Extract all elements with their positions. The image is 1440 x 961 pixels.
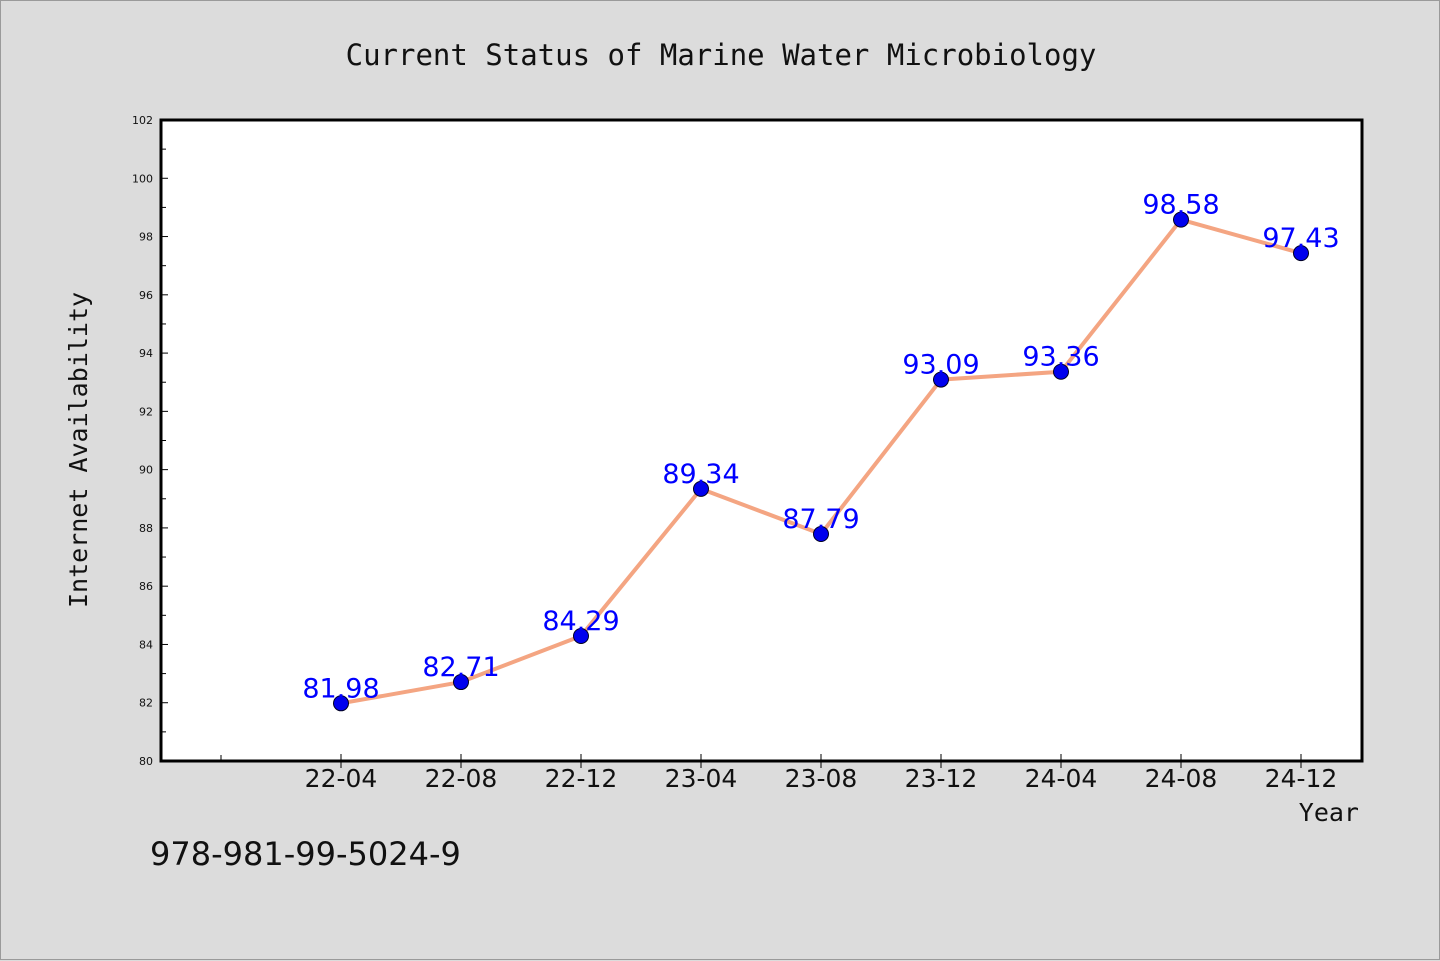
x-tick-label: 22-04 (305, 764, 378, 793)
y-tick-label: 94 (139, 347, 153, 360)
y-tick-label: 96 (139, 289, 153, 302)
y-axis-label: Internet Availability (64, 292, 93, 608)
x-tick-label: 24-08 (1145, 764, 1218, 793)
data-label: 89.34 (662, 459, 739, 490)
x-axis-label: Year (1299, 798, 1359, 827)
data-point (1173, 211, 1189, 228)
data-label: 98.58 (1142, 190, 1219, 221)
chart-title: Current Status of Marine Water Microbiol… (346, 38, 1097, 72)
data-point (333, 695, 349, 712)
data-label: 93.09 (902, 350, 979, 381)
data-point (1293, 245, 1309, 262)
y-axis: 80 82 84 86 88 90 92 94 96 98 100 102 (132, 114, 168, 768)
data-label: 81.98 (302, 673, 379, 704)
data-label: 97.43 (1262, 223, 1339, 254)
y-tick-label: 90 (139, 464, 153, 477)
y-tick-label: 82 (139, 697, 153, 710)
x-axis: 22-04 22-08 22-12 23-04 23-08 23-12 24-04 24-08… (220, 754, 1338, 793)
data-point (933, 371, 949, 388)
x-tick-label: 23-04 (665, 764, 738, 793)
y-tick-label: 88 (139, 522, 153, 535)
y-tick-label: 84 (139, 638, 153, 651)
data-point (693, 480, 709, 497)
plot-area (159, 118, 1364, 763)
data-label: 93.36 (1022, 342, 1099, 373)
data-point (1053, 363, 1069, 380)
data-label: 87.79 (782, 504, 859, 535)
y-tick-label: 102 (132, 114, 153, 127)
series-layer: 81.98 82.71 84.29 89.34 87.79 93.09 93.36 98.58… (302, 190, 1340, 712)
y-tick-label: 98 (139, 231, 153, 244)
x-tick-label: 24-04 (1025, 764, 1098, 793)
x-tick-label: 23-08 (785, 764, 858, 793)
data-point (453, 674, 469, 691)
y-tick-label: 86 (139, 580, 153, 593)
data-label: 82.71 (422, 652, 499, 683)
y-tick-label: 92 (139, 405, 153, 418)
x-tick-label: 22-08 (425, 764, 498, 793)
y-tick-label: 100 (132, 172, 153, 185)
x-tick-label: 22-12 (545, 764, 618, 793)
data-point (813, 526, 829, 543)
y-tick-label: 80 (139, 755, 153, 768)
x-tick-label: 23-12 (905, 764, 978, 793)
isbn-code: 978-981-99-5024-9 (150, 835, 461, 873)
x-tick-label: 24-12 (1265, 764, 1338, 793)
data-label: 84.29 (542, 606, 619, 637)
data-point (573, 628, 589, 645)
